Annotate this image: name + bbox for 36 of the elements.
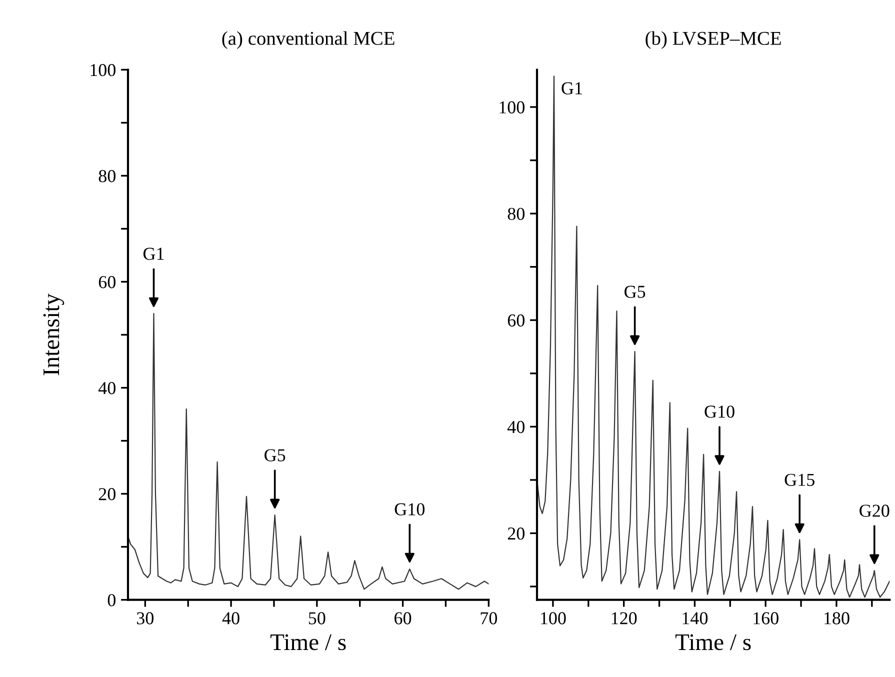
y-tick-label: 80: [98, 170, 116, 182]
y-tick-label: 20: [508, 527, 525, 540]
y-tick-label: 0: [108, 594, 116, 606]
chart-title: (b) LVSEP–MCE: [646, 31, 781, 49]
x-tick-label: 160: [754, 612, 778, 624]
x-tick-label: 140: [682, 612, 708, 624]
x-tick-label: 120: [612, 612, 637, 624]
y-tick-label: 100: [500, 101, 525, 114]
line-series: [128, 313, 489, 590]
annotation: G5: [624, 286, 646, 298]
x-tick-label: 70: [480, 612, 498, 624]
annotation: G5: [264, 449, 286, 462]
y-tick-label: 40: [98, 382, 116, 394]
x-tick-label: 100: [540, 612, 566, 624]
y-tick-label: 60: [98, 276, 116, 288]
y-tick-label: 80: [508, 208, 525, 220]
annotation: G15: [784, 474, 814, 486]
annotation: G20: [860, 504, 890, 517]
chart-title: (a) conventional MCE: [222, 31, 394, 49]
x-axis-title: Time / s: [675, 634, 751, 650]
x-tick-label: 40: [222, 612, 240, 624]
x-axis-title: Time / s: [270, 634, 346, 650]
annotation: G10: [704, 406, 734, 418]
x-tick-label: 180: [824, 612, 850, 624]
x-tick-label: 50: [308, 612, 326, 624]
y-tick-label: 60: [508, 314, 525, 327]
annotation: G10: [394, 503, 425, 516]
y-tick-label: 100: [90, 64, 116, 76]
line-series: [537, 76, 890, 598]
x-tick-label: 30: [136, 612, 154, 624]
x-tick-label: 60: [394, 612, 412, 624]
y-tick-label: 40: [507, 420, 525, 434]
y-tick-label: 20: [98, 488, 116, 500]
annotation: G1: [143, 248, 164, 260]
y-axis-title: Intensity: [43, 294, 64, 376]
annotation: G1: [562, 82, 582, 94]
